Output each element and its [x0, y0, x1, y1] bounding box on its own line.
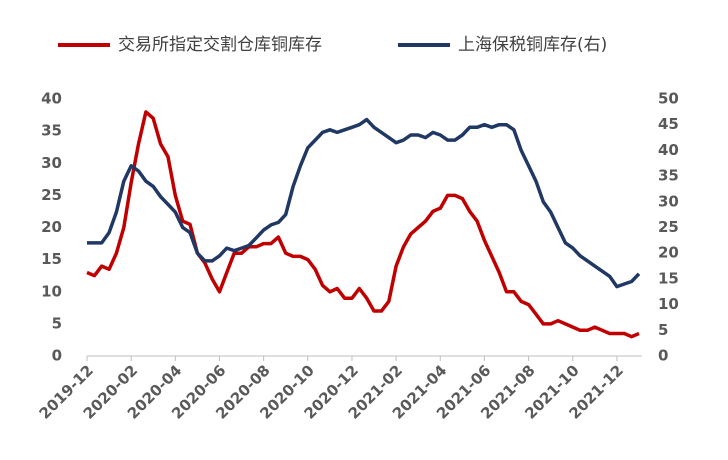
legend-label: 上海保税铜库存(右) [458, 35, 607, 55]
y2-tick-label: 15 [658, 269, 679, 287]
y2-tick-label: 10 [658, 295, 679, 313]
y2-tick-label: 35 [658, 167, 679, 185]
y2-tick-label: 25 [658, 218, 679, 236]
y2-tick-label: 40 [658, 141, 679, 159]
y2-tick-label: 45 [658, 115, 679, 133]
y2-tick-label: 20 [658, 244, 679, 262]
y-tick-label: 10 [41, 282, 62, 300]
series-line [87, 117, 641, 289]
legend-label: 交易所指定交割仓库铜库存 [118, 35, 322, 55]
y-tick-label: 35 [41, 122, 62, 140]
y2-tick-label: 5 [658, 321, 668, 339]
y-tick-label: 30 [41, 154, 62, 172]
y2-tick-label: 30 [658, 192, 679, 210]
y-tick-label: 40 [41, 90, 62, 108]
y-tick-label: 25 [41, 186, 62, 204]
y-tick-label: 5 [52, 314, 62, 332]
y-tick-label: 0 [52, 347, 62, 365]
y-tick-label: 15 [41, 250, 62, 268]
y2-tick-label: 0 [658, 347, 668, 365]
y-tick-label: 20 [41, 218, 62, 236]
series-line [86, 110, 640, 339]
y2-tick-label: 50 [658, 90, 679, 108]
